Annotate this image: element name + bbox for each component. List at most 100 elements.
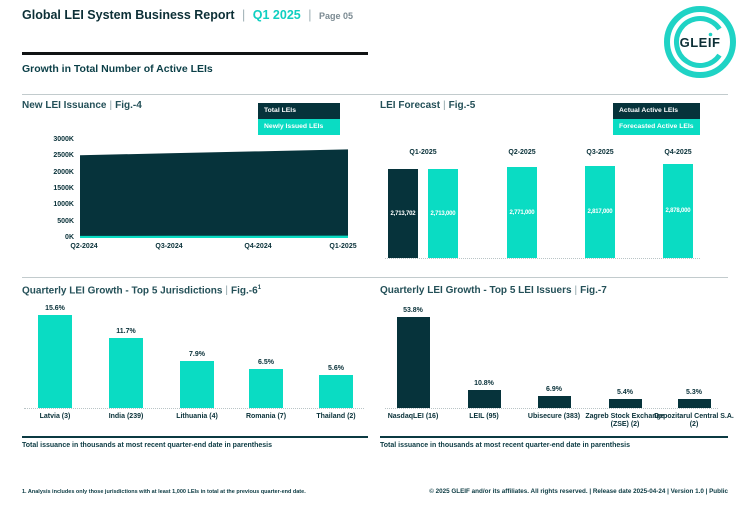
category-label: Latvia (3) bbox=[39, 413, 71, 420]
value-bar bbox=[396, 317, 430, 408]
legend-label: Actual Active LEIs bbox=[619, 107, 679, 114]
bar-value-label: 2,771,000 bbox=[509, 209, 535, 216]
note-divider bbox=[380, 436, 728, 438]
logo-text: GLEIF bbox=[680, 35, 721, 50]
report-header: Global LEI System Business Report | Q1 2… bbox=[22, 8, 353, 22]
y-tick-label: 2000K bbox=[53, 168, 74, 176]
figure-number: Fig.-5 bbox=[448, 100, 476, 111]
report-title: Global LEI System Business Report bbox=[22, 8, 235, 22]
bar-value-label: 5.6% bbox=[328, 364, 344, 372]
page-number: Page 05 bbox=[318, 11, 353, 21]
y-tick-label: 500K bbox=[57, 217, 74, 225]
category-label: Zagreb Stock Exchange (ZSE) (2) bbox=[585, 413, 665, 429]
legend-label: Newly Issued LEIs bbox=[264, 123, 324, 130]
category-label: NasdaqLEI (16) bbox=[387, 413, 439, 420]
logo-inner-ring-icon bbox=[674, 16, 726, 68]
value-bar bbox=[319, 374, 353, 408]
issuers-chart-title: Quarterly LEI Growth - Top 5 LEI Issuers… bbox=[380, 285, 607, 296]
bar-value-label: 6.5% bbox=[258, 359, 274, 367]
chart-baseline bbox=[385, 408, 718, 409]
forecast-category-label: Q2-2025 bbox=[508, 149, 536, 156]
bar-value-label: 2,817,000 bbox=[587, 208, 613, 215]
header-divider bbox=[22, 52, 368, 55]
legend-item-newly-issued-leis: Newly Issued LEIs bbox=[258, 119, 340, 135]
logo-i-dot-icon bbox=[708, 32, 713, 37]
forecast-bar: 2,878,000 bbox=[663, 163, 693, 258]
footer-copyright: © 2025 GLEIF and/or its affiliates. All … bbox=[429, 488, 728, 495]
gleif-logo: GLEIF bbox=[664, 6, 736, 78]
row-divider bbox=[22, 277, 728, 278]
forecast-category-label: Q3-2025 bbox=[586, 149, 614, 156]
area-plot bbox=[80, 149, 348, 238]
bar-value-label: 11.7% bbox=[116, 328, 136, 336]
bar-value-label: 2,878,000 bbox=[665, 207, 691, 214]
category-label: Thailand (2) bbox=[316, 413, 356, 420]
category-label: Ubisecure (383) bbox=[527, 413, 581, 420]
total-leis-area bbox=[80, 149, 348, 238]
footnote: 1. Analysis includes only those jurisdic… bbox=[22, 489, 306, 495]
forecast-chart-title: LEI Forecast | Fig.-5 bbox=[380, 100, 475, 111]
chart-title-text: New LEI Issuance bbox=[22, 100, 107, 111]
y-tick-label: 0K bbox=[65, 234, 74, 241]
title-separator: | bbox=[574, 285, 578, 296]
title-separator: | bbox=[443, 100, 446, 111]
legend-label: Total LEIs bbox=[264, 107, 296, 114]
bar-value-label: 10.8% bbox=[474, 379, 494, 387]
y-tick-label: 3000K bbox=[53, 136, 74, 143]
chart-title-text: Quarterly LEI Growth - Top 5 Jurisdictio… bbox=[22, 285, 223, 297]
chart-baseline bbox=[24, 408, 364, 409]
value-bar bbox=[537, 396, 571, 408]
x-tick-label: Q3-2024 bbox=[155, 243, 183, 250]
category-label: India (239) bbox=[108, 413, 144, 420]
forecast-bar: 2,817,000 bbox=[585, 165, 615, 258]
header-separator: | bbox=[308, 8, 312, 22]
value-bar bbox=[249, 369, 283, 408]
report-quarter: Q1 2025 bbox=[252, 8, 301, 22]
y-tick-label: 1000K bbox=[53, 201, 74, 209]
jurisdictions-chart-title: Quarterly LEI Growth - Top 5 Jurisdictio… bbox=[22, 285, 261, 296]
forecast-bar: 2,713,702 bbox=[388, 169, 418, 258]
figure-number: Fig.-6 bbox=[231, 285, 258, 297]
section-title: Growth in Total Number of Active LEIs bbox=[22, 63, 213, 75]
bar-value-label: 2,713,702 bbox=[390, 210, 416, 217]
forecast-bar: 2,713,000 bbox=[428, 169, 458, 258]
bar-value-label: 7.9% bbox=[189, 350, 205, 358]
y-tick-label: 2500K bbox=[53, 152, 74, 160]
header-separator: | bbox=[242, 8, 246, 22]
forecast-baseline bbox=[385, 258, 700, 259]
chart-title-text: LEI Forecast bbox=[380, 100, 441, 111]
legend-item-actual-active-leis: Actual Active LEIs bbox=[613, 103, 700, 119]
note-divider bbox=[22, 436, 368, 438]
value-bar bbox=[677, 399, 711, 408]
title-separator: | bbox=[225, 285, 229, 297]
legend-item-forecasted-active-leis: Forecasted Active LEIs bbox=[613, 119, 700, 135]
x-tick-label: Q2-2024 bbox=[70, 243, 98, 250]
value-bar bbox=[109, 338, 143, 408]
bar-value-label: 5.3% bbox=[686, 389, 702, 397]
figure-footnote-marker: 1 bbox=[257, 285, 262, 291]
bar-value-label: 53.8% bbox=[403, 307, 423, 315]
figure-number: Fig.-4 bbox=[115, 100, 142, 111]
bar-value-label: 5.4% bbox=[617, 388, 633, 396]
figure-number: Fig.-7 bbox=[580, 285, 607, 296]
category-label: Romania (7) bbox=[245, 413, 287, 420]
x-tick-label: Q1-2025 bbox=[329, 243, 357, 250]
issuers-note: Total issuance in thousands at most rece… bbox=[380, 442, 630, 449]
row-divider bbox=[22, 94, 728, 95]
bar-value-label: 2,713,000 bbox=[430, 210, 456, 217]
value-bar bbox=[38, 315, 72, 408]
forecast-legend: Actual Active LEIs Forecasted Active LEI… bbox=[613, 103, 700, 135]
category-label: Depozitarul Central S.A. (2) bbox=[654, 413, 734, 429]
value-bar bbox=[608, 398, 642, 408]
newly-issued-leis-area bbox=[80, 235, 348, 238]
legend-item-total-leis: Total LEIs bbox=[258, 103, 340, 119]
title-separator: | bbox=[109, 100, 113, 111]
legend-label: Forecasted Active LEIs bbox=[619, 123, 694, 130]
forecast-category-label: Q1-2025 bbox=[409, 149, 437, 156]
forecast-bar: 2,771,000 bbox=[507, 167, 537, 258]
